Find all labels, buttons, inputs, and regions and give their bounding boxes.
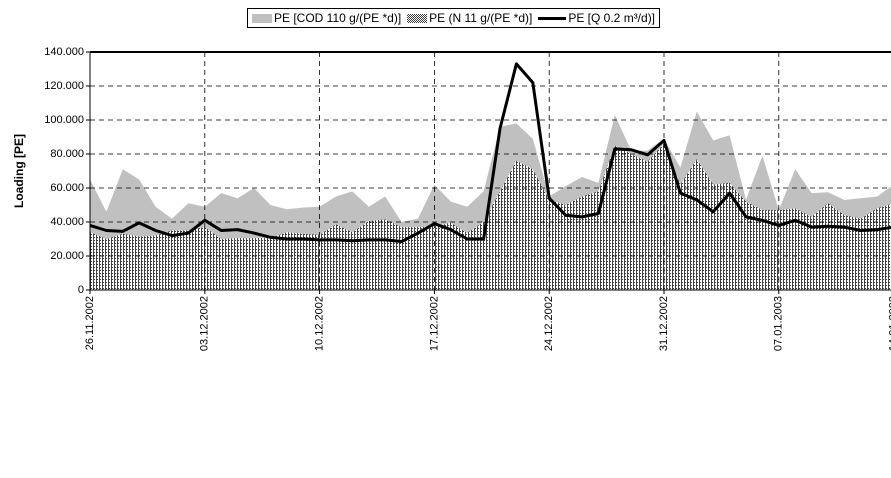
y-tick-label: 80.000: [50, 148, 84, 160]
legend-label: PE [Q 0.2 m³/d)]: [568, 11, 656, 25]
x-tick-label: 10.12.2002: [314, 296, 326, 351]
y-tick-label: 140.000: [44, 46, 84, 58]
legend-item: PE (N 11 g/(PE *d)]: [407, 11, 532, 25]
y-tick-label: 100.000: [44, 114, 84, 126]
legend-item: PE [Q 0.2 m³/d)]: [538, 11, 655, 25]
y-tick-label: 40.000: [50, 216, 84, 228]
y-tick-label: 0: [78, 284, 84, 296]
x-tick-label: 03.12.2002: [199, 296, 211, 351]
area: [90, 143, 891, 290]
x-tick-label: 07.01.2003: [773, 296, 785, 351]
y-tick-label: 120.000: [44, 80, 84, 92]
legend-item: PE [COD 110 g/(PE *d)]: [252, 11, 401, 25]
plot: [90, 62, 891, 290]
legend-swatch: [538, 16, 567, 20]
legend-swatch: [407, 13, 428, 23]
legend-label: PE [COD 110 g/(PE *d)]: [274, 11, 402, 25]
x-tick-label: 17.12.2002: [428, 296, 440, 351]
line: [90, 62, 891, 244]
x-tick-label: 26.11.2002: [84, 296, 96, 350]
legend-label: PE (N 11 g/(PE *d)]: [429, 11, 533, 25]
y-tick-label: 60.000: [50, 182, 84, 194]
x-tick-label: 24.12.2002: [543, 296, 555, 351]
y-axis-label: Loading [PE]: [12, 134, 26, 208]
legend: PE [COD 110 g/(PE *d)] PE (N 11 g/(PE *d)…: [247, 8, 661, 28]
y-tick-label: 20.000: [50, 250, 84, 262]
legend-swatch: [252, 13, 272, 23]
x-tick-label: 31.12.2002: [658, 296, 670, 351]
x-tick-label: 14.01.2003: [888, 296, 891, 351]
